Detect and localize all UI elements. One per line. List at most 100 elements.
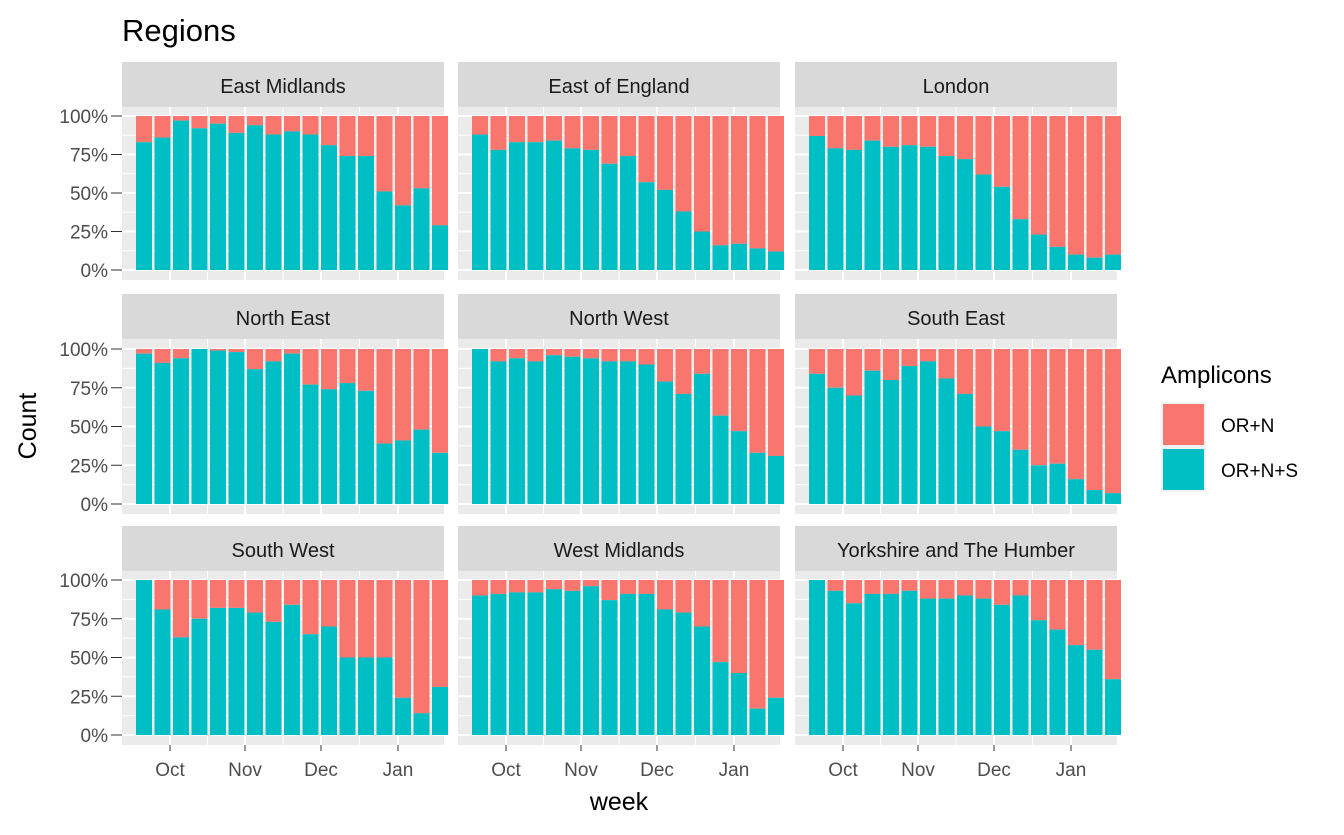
bar-or-n (657, 580, 673, 610)
bar-or-n (731, 580, 747, 673)
bar-or-n-s (564, 148, 581, 270)
bar-or-n-s (975, 426, 992, 504)
bar-or-n (601, 116, 618, 164)
bar-or-n (1068, 349, 1084, 480)
x-tick-label: Dec (977, 760, 1011, 781)
bar-or-n-s (731, 243, 747, 270)
bar-or-n-s (638, 364, 655, 504)
bar-or-n (564, 116, 581, 149)
bar-or-n-s (154, 137, 171, 270)
bar-or-n-s (154, 609, 171, 735)
bar-or-n-s (583, 358, 599, 504)
bar-or-n (846, 349, 862, 396)
bar-or-n (321, 580, 337, 627)
bar-or-n-s (601, 163, 618, 270)
bar-or-n-s (228, 607, 245, 735)
bar-or-n (154, 580, 171, 610)
bar-or-n-s (472, 595, 488, 735)
bar-or-n (564, 349, 581, 357)
bar-or-n (284, 349, 300, 354)
bar-or-n (846, 116, 862, 150)
bar-or-n (620, 116, 636, 157)
bar-or-n-s (994, 431, 1010, 504)
bar-or-n (768, 116, 784, 252)
bar-or-n-s (154, 362, 171, 504)
bar-or-n-s (675, 211, 692, 270)
bar-or-n-s (527, 142, 544, 270)
bar-or-n (564, 580, 581, 591)
bar-or-n-s (136, 353, 152, 504)
bar-or-n-s (490, 149, 507, 270)
bar-or-n (395, 116, 411, 206)
bar-or-n-s (994, 604, 1010, 735)
bar-or-n-s (846, 149, 862, 270)
y-tick-label: 25% (70, 223, 108, 244)
bar-or-n (490, 349, 507, 362)
bar-or-n-s (302, 634, 319, 735)
bar-or-n (920, 580, 936, 599)
bar-or-n (583, 580, 599, 587)
bar-or-n (210, 349, 226, 351)
bar-or-n (376, 349, 393, 444)
bar-or-n-s (1012, 219, 1029, 270)
bar-or-n (191, 580, 208, 619)
facet-strip-label: East of England (548, 76, 689, 98)
bar-or-n (957, 580, 973, 596)
bar-or-n (265, 580, 282, 622)
y-tick-label: 100% (59, 571, 108, 592)
bar-or-n-s (395, 697, 411, 735)
bar-or-n-s (620, 156, 636, 270)
bar-or-n-s (413, 188, 430, 270)
bar-or-n (1105, 349, 1121, 494)
bar-or-n-s (657, 189, 673, 270)
bar-or-n-s (339, 657, 356, 735)
y-tick-label: 100% (59, 107, 108, 128)
bar-or-n (920, 349, 936, 362)
bar-or-n (321, 349, 337, 390)
bar-or-n (1012, 116, 1029, 220)
bar-or-n-s (1049, 629, 1066, 735)
bar-or-n (265, 349, 282, 362)
facet-strip (795, 62, 1117, 107)
bar-or-n (1068, 116, 1084, 255)
bar-or-n-s (191, 618, 208, 735)
bar-or-n-s (731, 673, 747, 735)
bar-or-n-s (920, 598, 936, 735)
bar-or-n (247, 116, 263, 126)
bar-or-n (712, 116, 729, 246)
bar-or-n-s (657, 381, 673, 504)
bar-or-n (376, 580, 393, 658)
bar-or-n (1068, 580, 1084, 646)
bar-or-n (1086, 580, 1103, 650)
bar-or-n-s (509, 142, 525, 270)
facet-strip-label: North East (236, 308, 331, 330)
bar-or-n (657, 349, 673, 382)
bar-or-n-s (472, 134, 488, 270)
bar-or-n (472, 116, 488, 135)
bar-or-n (527, 349, 544, 362)
bar-or-n (210, 116, 226, 124)
facet-strip (122, 62, 444, 107)
legend-swatch-or-n (1163, 404, 1204, 445)
facet-north-east: North East 0% 25% 50% 75% 100% (59, 294, 448, 516)
facet-north-west: North West (458, 294, 784, 514)
bar-or-n (413, 580, 430, 714)
bar-or-n (284, 116, 300, 132)
bar-or-n (228, 116, 245, 133)
bar-or-n (883, 580, 899, 594)
bar-or-n (472, 580, 488, 596)
bar-or-n-s (413, 429, 430, 504)
y-tick-label: 50% (70, 649, 108, 670)
bar-or-n-s (376, 191, 393, 270)
bar-or-n-s (173, 120, 189, 271)
bar-or-n (994, 580, 1010, 605)
bar-or-n-s (265, 621, 282, 735)
bar-or-n (657, 116, 673, 190)
y-tick-label: 25% (70, 456, 108, 477)
bar-or-n-s (657, 609, 673, 735)
x-tick-label: Nov (228, 760, 262, 781)
bar-or-n (809, 116, 825, 137)
facet-strip (458, 62, 780, 107)
bar-or-n-s (827, 590, 844, 735)
bar-or-n (376, 116, 393, 192)
